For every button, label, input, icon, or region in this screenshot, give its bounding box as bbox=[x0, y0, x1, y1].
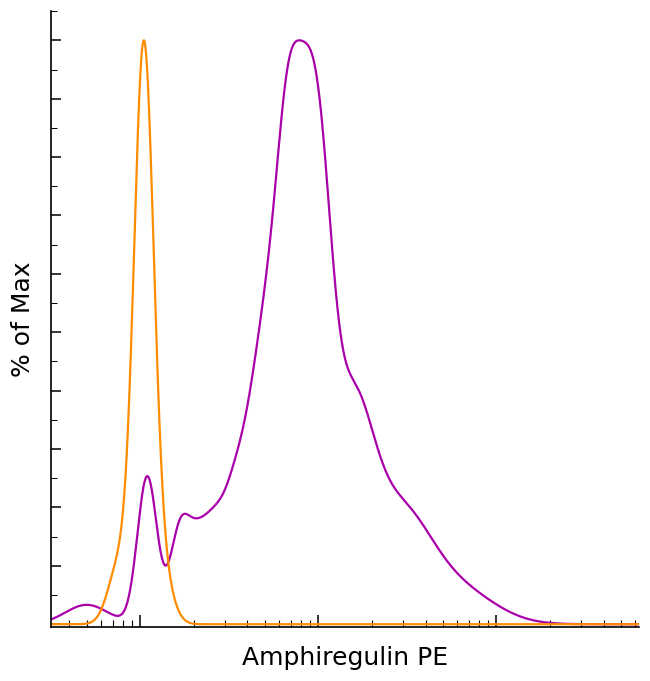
X-axis label: Amphiregulin PE: Amphiregulin PE bbox=[242, 646, 448, 670]
Y-axis label: % of Max: % of Max bbox=[11, 262, 35, 377]
